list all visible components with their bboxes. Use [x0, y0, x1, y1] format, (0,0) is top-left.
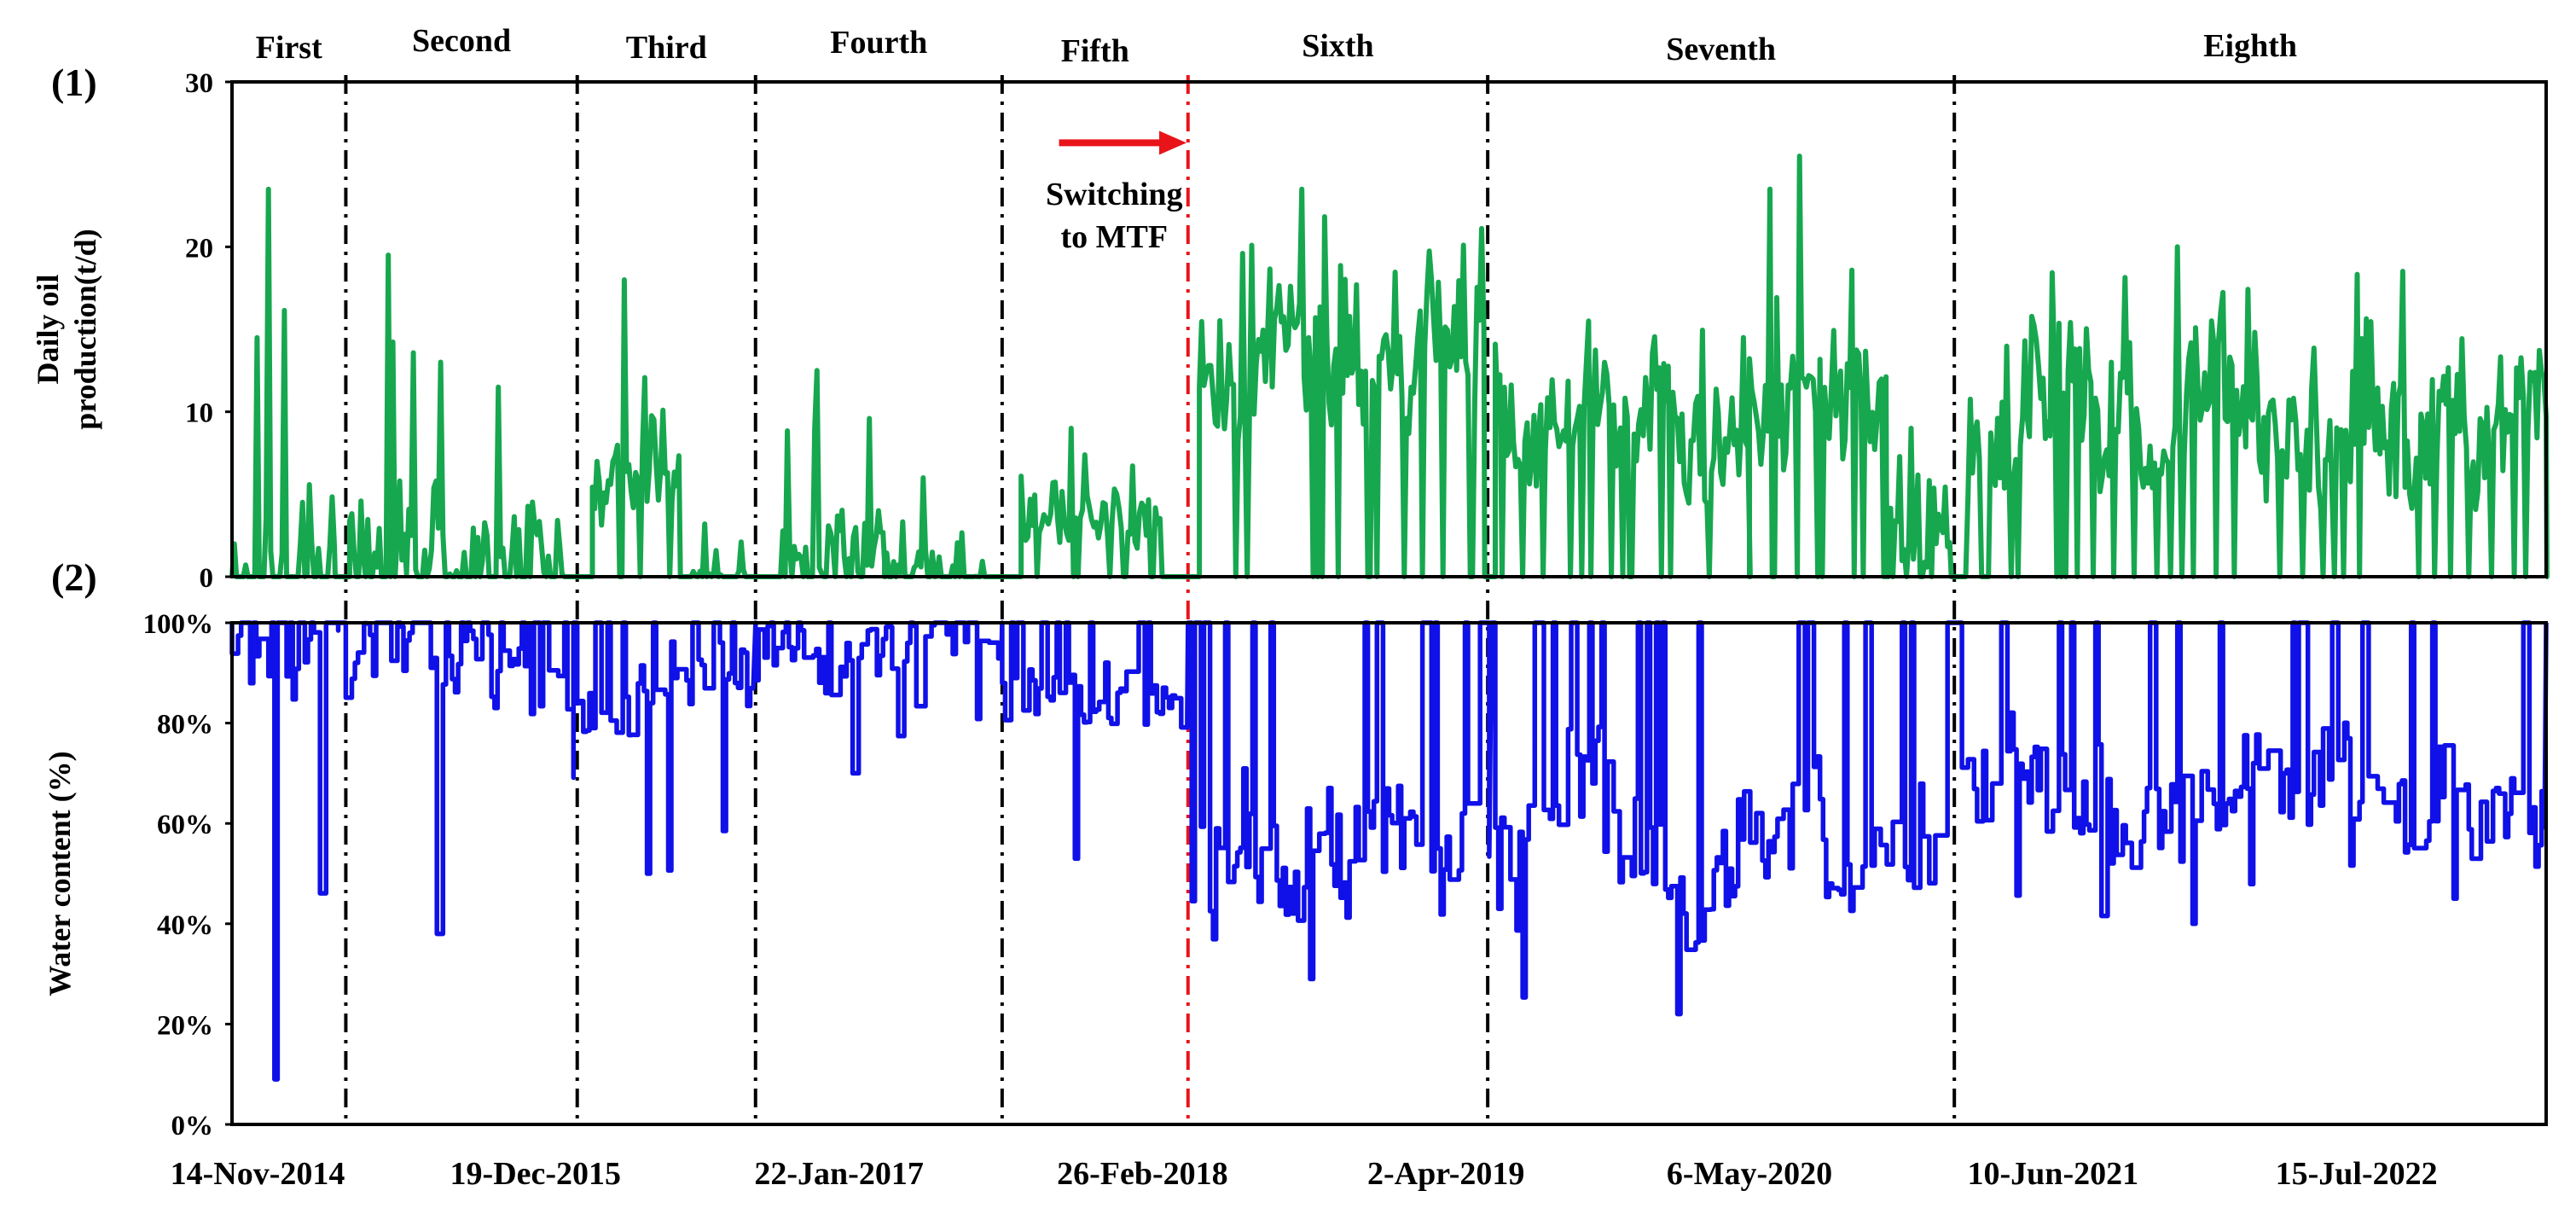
- phase-label-fourth: Fourth: [830, 25, 927, 61]
- panel-1-frame: [230, 80, 2548, 578]
- panel-2-ylabel: Water content (%): [43, 751, 77, 996]
- panel-1-ytick-label: 20: [185, 233, 213, 264]
- panel-2-ytick-label: 100%: [143, 609, 214, 640]
- panel-2-label: (2): [51, 555, 97, 599]
- switch-annotation-line-2: to MTF: [1060, 219, 1168, 255]
- oil-production-line: [229, 154, 2550, 579]
- panel-1-ylabel-line-1: Daily oil: [31, 274, 65, 384]
- phase-label-sixth: Sixth: [1302, 28, 1373, 64]
- phase-label-first: First: [256, 30, 322, 66]
- panel-2-ytick-label: 0%: [171, 1111, 214, 1141]
- panel-2-ytick-label: 60%: [157, 810, 213, 840]
- panel-1-ytick-label: 0: [200, 563, 214, 594]
- series-layer: [229, 154, 2550, 1082]
- phase-label-eighth: Eighth: [2203, 28, 2297, 64]
- panel-2-frame: [230, 621, 2548, 1126]
- phase-label-second: Second: [412, 23, 511, 59]
- x-tick-label: 10-Jun-2021: [1968, 1156, 2139, 1192]
- panel-2-ytick-label: 80%: [157, 710, 213, 741]
- switch-arrow-head: [1159, 131, 1187, 155]
- water-content-line: [229, 620, 2549, 1082]
- x-tick-label: 14-Nov-2014: [171, 1156, 345, 1192]
- chart-labels: 0 10 20 30 0% 20% 40% 60% 80% 100% (1) (2) Daily oil…: [31, 23, 2438, 1192]
- x-tick-label: 22-Jan-2017: [754, 1156, 923, 1192]
- panel-1-ytick-label: 30: [185, 68, 213, 99]
- x-tick-label: 15-Jul-2022: [2276, 1156, 2438, 1192]
- phase-label-fifth: Fifth: [1061, 33, 1129, 69]
- panel-1-label: (1): [51, 61, 97, 104]
- x-tick-label: 26-Feb-2018: [1057, 1156, 1228, 1192]
- panel-1-ylabel-line-2: production(t/d): [68, 229, 102, 429]
- x-tick-label: 6-May-2020: [1667, 1156, 1832, 1192]
- phase-label-third: Third: [626, 30, 707, 66]
- panel-2-ytick-label: 40%: [157, 910, 213, 941]
- phase-label-seventh: Seventh: [1666, 32, 1776, 67]
- x-tick-label: 19-Dec-2015: [450, 1156, 621, 1192]
- x-tick-label: 2-Apr-2019: [1367, 1156, 1524, 1192]
- panel-1-ytick-label: 10: [185, 398, 213, 429]
- phase-boundary-lines: [344, 75, 1957, 1124]
- switch-annotation-line-1: Switching: [1046, 177, 1182, 212]
- panel-2-ytick-label: 20%: [157, 1010, 213, 1041]
- panel-frames: [225, 80, 2548, 1126]
